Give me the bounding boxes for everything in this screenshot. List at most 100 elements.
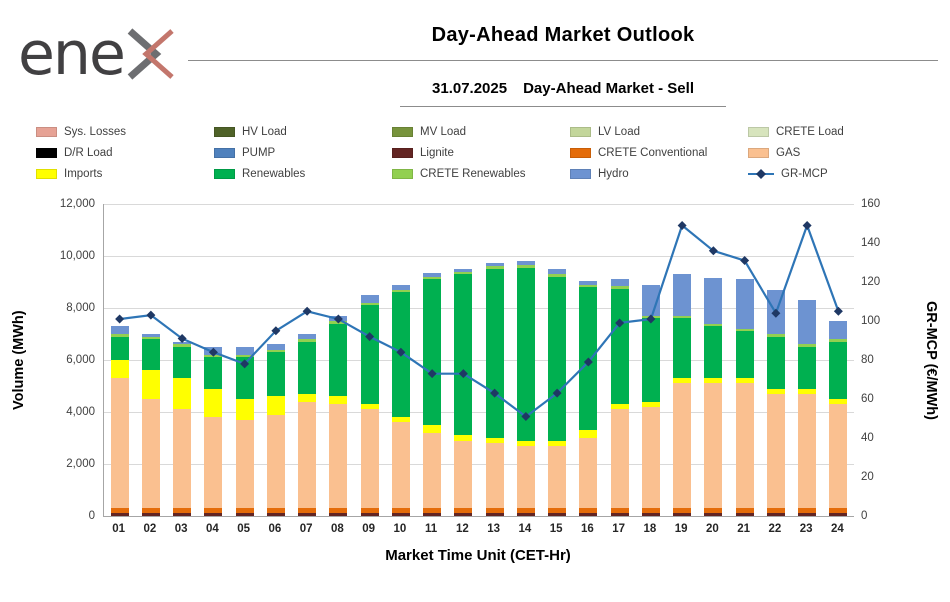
legend-item-d-r-load: D/R Load [36,145,208,160]
legend-line-marker-icon [748,168,774,179]
left-axis-tick: 0 [88,510,95,522]
bar-segment-lignite [766,513,785,516]
legend-label: LV Load [598,125,640,138]
bar-segment-crete-renewables [173,344,192,347]
gr-mcp-marker [427,369,437,379]
enex-logo-x-icon [127,28,174,80]
bar-segment-crete-conventional [204,508,223,514]
plot-area [103,204,854,517]
bar-segment-renewables [141,339,160,371]
gr-mcp-marker [521,412,531,422]
right-axis-tick: 60 [861,393,874,405]
bar-segment-lignite [423,513,442,516]
legend-item-imports: Imports [36,166,208,181]
bar-segment-crete-conventional [454,508,473,514]
bar-segment-imports [173,378,192,410]
bar-segment-gas [485,443,504,509]
bar-segment-crete-renewables [485,266,504,269]
bar-segment-imports [423,425,442,433]
legend-item-mv-load: MV Load [392,124,564,139]
bar-segment-lignite [235,513,254,516]
bar-segment-gas [454,440,473,509]
x-axis-tick: 04 [205,523,219,535]
legend-swatch-crete-renewables-icon [392,168,413,179]
bar-segment-crete-renewables [298,339,317,342]
x-axis-tick: 21 [737,523,751,535]
bar-segment-lignite [579,513,598,516]
x-axis-tick: 02 [143,523,157,535]
bar-segment-crete-conventional [235,508,254,514]
x-axis-tick: 22 [768,523,782,535]
bar-segment-crete-conventional [423,508,442,514]
chart-subtitle-text: 31.07.2025 Day-Ahead Market - Sell [400,80,726,107]
bar-segment-renewables [673,318,692,379]
x-axis-tick: 19 [674,523,688,535]
legend-item-gas: GAS [748,145,920,160]
legend-item-pump: PUMP [214,145,386,160]
legend-item-hv-load: HV Load [214,124,386,139]
left-axis-ticks: 0 2,000 4,000 6,000 8,000 10,000 12,000 [0,198,95,522]
subtitle-market: Day-Ahead Market - Sell [523,80,694,97]
bar-segment-renewables [329,323,348,397]
gr-mcp-marker [240,359,250,369]
gridline [104,464,854,465]
bar-segment-imports [298,393,317,402]
bar-segment-crete-conventional [266,508,285,514]
bar-segment-imports [266,396,285,415]
x-axis-title: Market Time Unit (CET-Hr) [385,547,571,564]
gr-mcp-marker [708,246,718,256]
bar-segment-imports [766,388,785,394]
bar-segment-hydro [704,278,723,324]
bar-segment-gas [141,399,160,509]
bar-segment-hydro [673,274,692,316]
bar-segment-renewables [423,279,442,425]
bar-segment-crete-renewables [735,328,754,332]
gr-mcp-marker [615,318,625,328]
bar-segment-lignite [798,513,817,516]
bar-segment-renewables [454,274,473,436]
bar-segment-crete-renewables [704,323,723,327]
stacked-bars [104,204,854,516]
bar-segment-imports [641,401,660,407]
bar-segment-imports [579,430,598,438]
x-axis-tick: 20 [705,523,719,535]
bar-segment-renewables [110,336,129,360]
bar-segment-hydro [391,284,410,290]
bar-segment-imports [360,404,379,410]
bar-segment-crete-renewables [548,274,567,277]
legend-swatch-gas-icon [748,147,769,158]
bar-segment-renewables [610,288,629,405]
bar-segment-imports [704,378,723,384]
legend-label: GR-MCP [781,167,828,180]
bar-segment-lignite [516,513,535,516]
bar-segment-crete-conventional [579,508,598,514]
bar-segment-imports [485,438,504,444]
bar-segment-hydro [110,326,129,334]
bar-segment-crete-renewables [516,265,535,268]
gridlines [104,204,854,516]
bar-segment-imports [454,435,473,441]
bar-segment-imports [329,396,348,405]
gr-mcp-marker [396,347,406,357]
bar-segment-renewables [766,336,785,389]
subtitle-date: 31.07.2025 [432,80,508,97]
bar-segment-lignite [141,513,160,516]
x-axis-tick: 06 [268,523,282,535]
enex-logo: ene [18,24,176,84]
bar-segment-crete-conventional [391,508,410,514]
bar-segment-imports [735,378,754,384]
bar-segment-renewables [704,326,723,379]
legend-label: HV Load [242,125,287,138]
gr-mcp-marker [208,347,218,357]
gridline [104,204,854,205]
bar-segment-gas [829,404,848,509]
bar-segment-renewables [360,305,379,405]
bar-segment-renewables [735,331,754,379]
right-axis-tick: 160 [861,198,881,210]
gr-mcp-marker [833,306,843,316]
bar-segment-lignite [735,513,754,516]
bar-segment-hydro [423,272,442,277]
gr-mcp-marker [333,314,343,324]
legend-swatch-sys-losses-icon [36,126,57,137]
bar-segment-crete-renewables [579,284,598,288]
